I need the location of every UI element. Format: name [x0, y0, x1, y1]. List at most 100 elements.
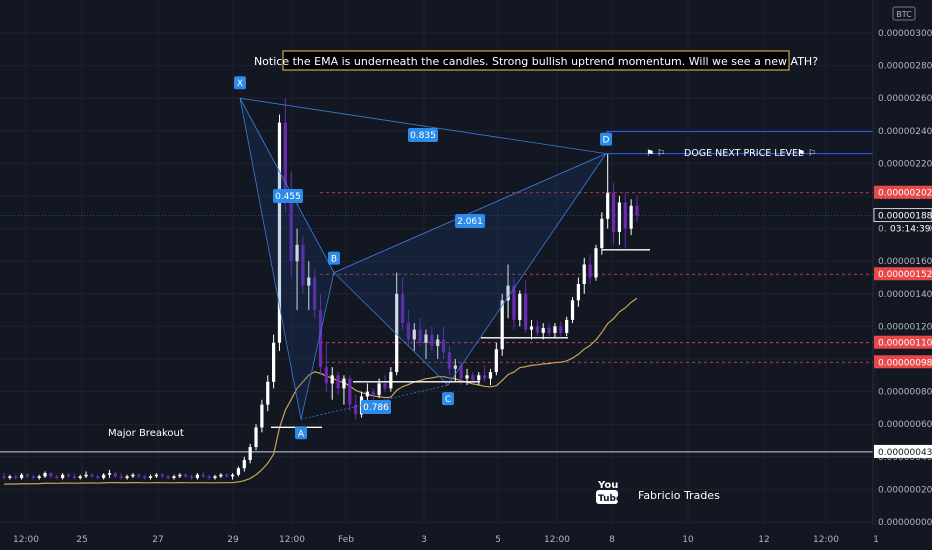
- pattern-point-box: [234, 76, 246, 90]
- time-tick-label: 1: [873, 535, 879, 545]
- candle-body: [342, 378, 346, 389]
- candle-body: [488, 372, 493, 379]
- current-price-box: [873, 208, 932, 223]
- harmonic-pattern: X A B C D 0.455 0.786 2.061 0.835: [234, 76, 873, 440]
- candle-body: [242, 460, 246, 469]
- candle-body: [31, 476, 35, 478]
- candle-body: [25, 474, 30, 477]
- level-label-box: [874, 444, 932, 458]
- candle-body: [441, 339, 446, 353]
- candle-body: [90, 474, 94, 477]
- pattern-triangle: [239, 98, 335, 420]
- ratio-box: [273, 189, 303, 203]
- annotation-text: Notice the EMA is underneath the candles…: [254, 55, 818, 68]
- candle-body: [178, 474, 182, 477]
- candle-body: [84, 474, 88, 477]
- candle-body: [43, 473, 47, 477]
- time-tick-label: 10: [682, 535, 694, 545]
- pattern-triangle: [333, 152, 608, 386]
- level-label: 0.00000152: [878, 270, 932, 280]
- candle-body: [395, 293, 399, 373]
- pattern-point-box: [600, 132, 612, 146]
- candle-body: [78, 476, 82, 478]
- candle-body: [295, 244, 299, 262]
- candle-body: [606, 192, 610, 219]
- currency-badge[interactable]: BTC: [892, 6, 916, 21]
- candle-body: [14, 476, 18, 478]
- candle-body: [617, 202, 622, 232]
- candle-body: [230, 474, 235, 477]
- candle-body: [570, 300, 575, 320]
- candle-body: [119, 476, 123, 478]
- level-label: 0.00000202: [878, 189, 932, 199]
- candle-body: [477, 375, 481, 381]
- youtube-logo-bottom: Tube: [598, 494, 622, 504]
- level-label-box: [874, 355, 932, 369]
- flag-icon: ⚑ ⚐: [797, 149, 816, 159]
- price-tick-label: 0.00000260: [878, 94, 932, 104]
- candle-body: [2, 476, 6, 478]
- candle-body: [594, 248, 598, 278]
- candle-body: [383, 383, 387, 389]
- candle-body: [313, 277, 317, 311]
- countdown-box: [886, 222, 930, 235]
- candle-body: [406, 323, 411, 340]
- price-tick-label: 0.00000080: [878, 388, 932, 398]
- candle-body: [195, 474, 200, 478]
- price-tick-label: 0.00000060: [878, 420, 932, 430]
- candle-body: [453, 365, 457, 369]
- candle-body: [207, 476, 211, 478]
- time-tick-label: 12:00: [544, 535, 570, 545]
- time-tick-label: 12:00: [813, 535, 839, 545]
- candle-body: [271, 342, 276, 382]
- candle-body: [541, 328, 545, 333]
- candle-body: [107, 473, 112, 475]
- time-tick-label: 3: [421, 535, 427, 545]
- candle-body: [389, 372, 393, 389]
- pattern-point-label: X: [237, 79, 243, 89]
- pattern-point-label: C: [445, 395, 451, 405]
- candle-body: [102, 474, 106, 478]
- ratio-box: [408, 128, 438, 142]
- pattern-point-box: [328, 251, 340, 265]
- candle-body: [248, 447, 252, 461]
- target-label: ⚑ ⚐ DOGE NEXT PRICE LEVEL ⚑ ⚐: [646, 148, 816, 159]
- candle-body: [277, 122, 282, 343]
- price-axis[interactable]: 0.00000300 0.00000280 0.00000260 0.00000240…: [872, 0, 932, 528]
- ratio-label: 0.835: [410, 131, 436, 141]
- candle-body: [307, 277, 311, 286]
- candle-body: [629, 205, 633, 229]
- level-label: 0.00000110: [878, 339, 932, 349]
- candle-body: [166, 476, 170, 478]
- candle-body: [55, 476, 59, 478]
- pattern-line: [333, 153, 607, 273]
- candle-body: [506, 285, 510, 301]
- candle-body: [318, 310, 323, 368]
- candle-body: [219, 474, 223, 477]
- candle-body: [19, 474, 24, 478]
- candle-body: [189, 476, 194, 478]
- candle-body: [482, 375, 487, 379]
- time-tick-label: 29: [227, 535, 239, 545]
- time-tick-label: 12: [758, 535, 769, 545]
- flag-icon: ⚑ ⚐: [646, 149, 665, 159]
- level-label-box: [874, 185, 932, 199]
- candle-body: [72, 476, 76, 478]
- pattern-line: [239, 97, 607, 155]
- level-label-box: [874, 267, 932, 281]
- pattern-line: [300, 384, 449, 420]
- pattern-point-box: [295, 426, 307, 440]
- candle-body: [518, 293, 522, 320]
- candle-body: [547, 328, 551, 333]
- candle-body: [154, 474, 159, 477]
- level-label: 0.00000098: [878, 358, 932, 368]
- candle-body: [576, 284, 581, 301]
- candle-body: [324, 367, 328, 384]
- ratio-label: 0.786: [363, 403, 389, 413]
- candle-body: [471, 375, 475, 381]
- time-axis[interactable]: 12:00 25 27 29 12:00 Feb 3 5 12:00 8 10 12 12:00 1: [13, 535, 879, 545]
- candle-body: [424, 334, 428, 343]
- level-label-box: [874, 335, 932, 349]
- candle-body: [266, 381, 270, 405]
